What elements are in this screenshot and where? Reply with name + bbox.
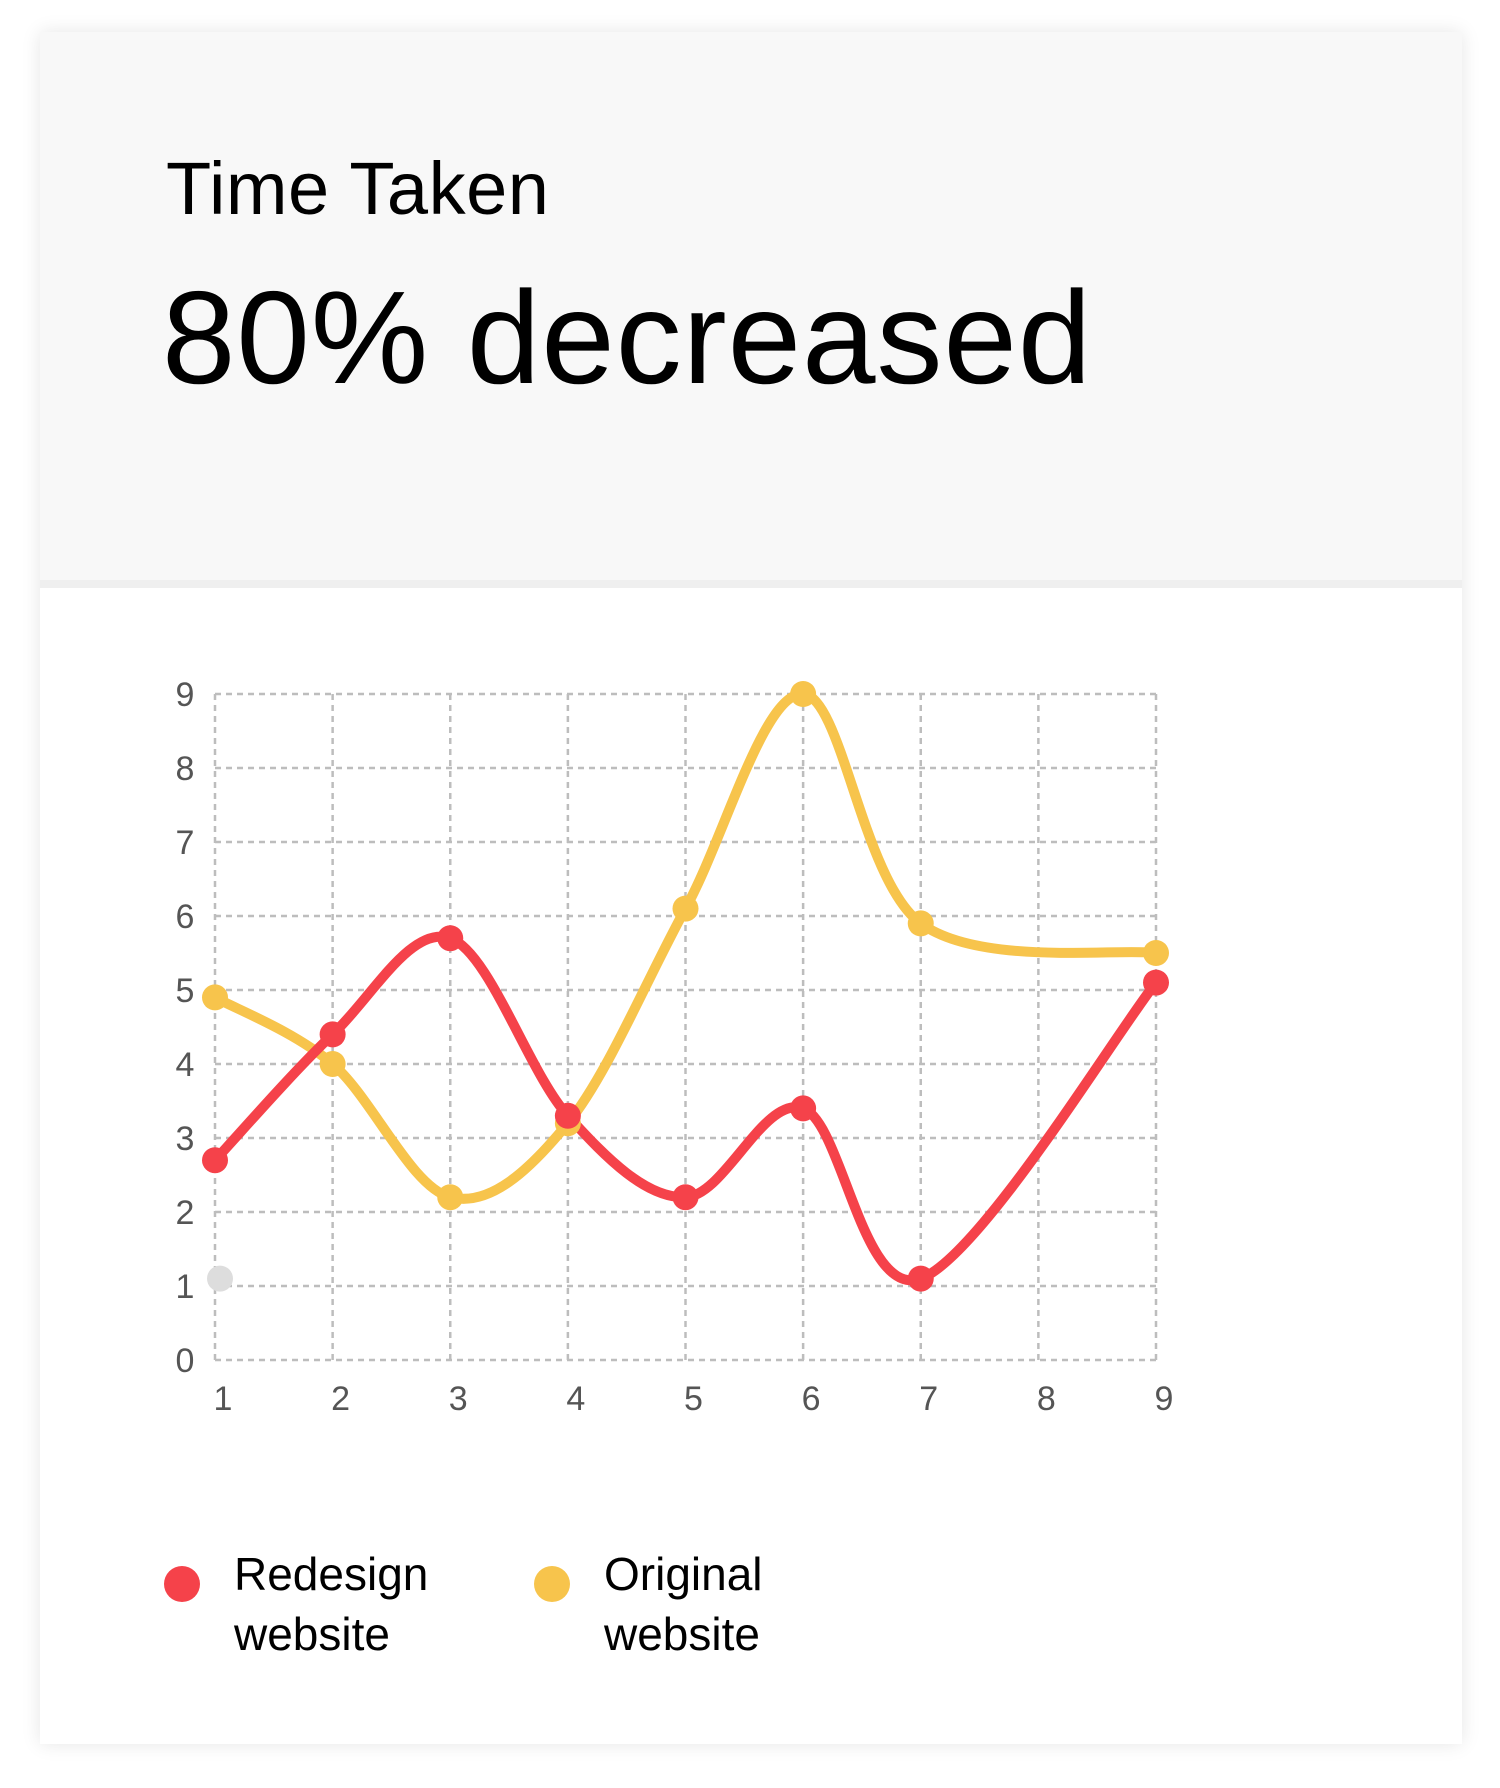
data-point-series-1-7[interactable] bbox=[1143, 940, 1169, 966]
y-tick-label-4: 4 bbox=[176, 1046, 195, 1084]
y-tick-label-5: 5 bbox=[176, 972, 195, 1010]
data-point-series-0-0[interactable] bbox=[202, 1147, 228, 1174]
y-tick-label-7: 7 bbox=[176, 824, 195, 862]
y-tick-label-3: 3 bbox=[176, 1120, 195, 1158]
metric-value: 80% decreased bbox=[162, 264, 1093, 411]
x-tick-label-5: 5 bbox=[684, 1380, 703, 1418]
card-header: Time Taken 80% decreased bbox=[40, 32, 1462, 588]
legend-swatch-redesign bbox=[164, 1566, 200, 1602]
data-point-series-1-4[interactable] bbox=[672, 895, 699, 922]
data-point-series-1-1[interactable] bbox=[319, 1051, 346, 1077]
highlight-point[interactable] bbox=[207, 1265, 233, 1292]
chart-legend: Redesign website Original website bbox=[164, 1544, 844, 1664]
data-point-series-0-5[interactable] bbox=[790, 1095, 817, 1122]
data-point-series-1-0[interactable] bbox=[202, 984, 228, 1011]
y-tick-label-6: 6 bbox=[176, 898, 195, 936]
metric-label: Time Taken bbox=[166, 147, 550, 230]
data-point-series-0-2[interactable] bbox=[437, 925, 464, 952]
legend-swatch-original bbox=[534, 1566, 570, 1602]
series-line-0 bbox=[210, 931, 1161, 1286]
x-tick-label-8: 8 bbox=[1037, 1380, 1056, 1418]
x-tick-label-1: 1 bbox=[214, 1380, 233, 1418]
chart-grid bbox=[213, 692, 1158, 1362]
legend-item-original[interactable]: Original website bbox=[534, 1544, 844, 1664]
x-tick-label-6: 6 bbox=[802, 1380, 821, 1418]
data-point-series-0-6[interactable] bbox=[907, 1265, 934, 1292]
x-tick-label-7: 7 bbox=[919, 1380, 938, 1418]
chart-points bbox=[202, 681, 1169, 1292]
y-tick-label-1: 1 bbox=[176, 1268, 195, 1306]
data-point-series-1-2[interactable] bbox=[437, 1184, 464, 1211]
y-tick-label-8: 8 bbox=[176, 750, 195, 788]
data-point-series-0-7[interactable] bbox=[1143, 969, 1169, 996]
data-point-series-0-3[interactable] bbox=[554, 1102, 581, 1129]
data-point-series-0-4[interactable] bbox=[672, 1184, 699, 1211]
x-tick-label-9: 9 bbox=[1155, 1380, 1174, 1418]
y-tick-label-2: 2 bbox=[176, 1194, 195, 1232]
x-tick-label-2: 2 bbox=[331, 1380, 350, 1418]
data-point-series-0-1[interactable] bbox=[319, 1021, 346, 1048]
legend-label-redesign: Redesign website bbox=[234, 1548, 429, 1660]
data-point-series-1-5[interactable] bbox=[790, 681, 817, 707]
legend-item-redesign[interactable]: Redesign website bbox=[164, 1544, 474, 1664]
x-tick-label-4: 4 bbox=[566, 1380, 585, 1418]
y-tick-label-9: 9 bbox=[176, 676, 195, 714]
x-tick-label-3: 3 bbox=[449, 1380, 468, 1418]
y-tick-label-0: 0 bbox=[176, 1342, 195, 1380]
legend-label-original: Original website bbox=[604, 1548, 763, 1660]
data-point-series-1-6[interactable] bbox=[907, 910, 934, 937]
